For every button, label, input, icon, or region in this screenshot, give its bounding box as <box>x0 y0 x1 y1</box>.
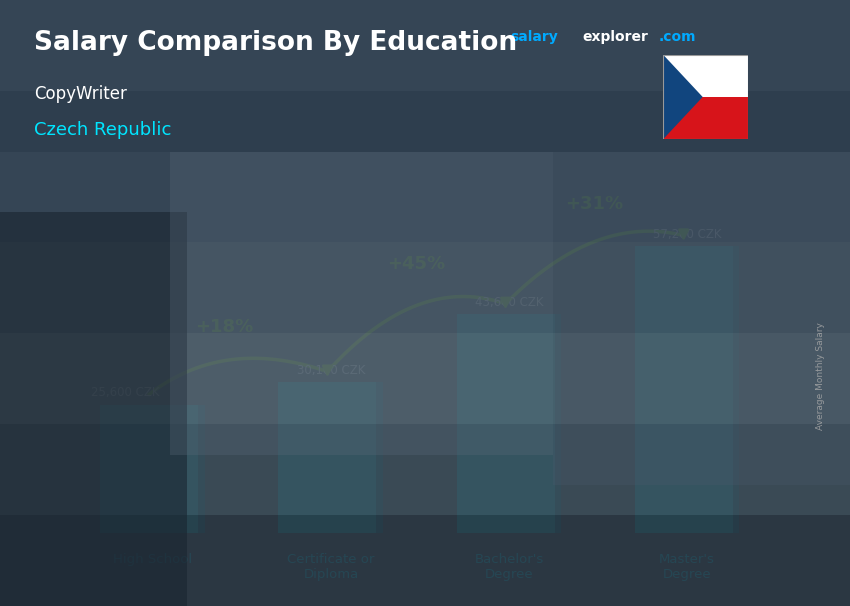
Text: Average Monthly Salary: Average Monthly Salary <box>816 322 824 430</box>
Bar <box>552 152 850 485</box>
Bar <box>0 152 850 242</box>
Bar <box>0 91 850 152</box>
Text: +31%: +31% <box>565 195 624 213</box>
Bar <box>170 152 552 454</box>
Bar <box>663 97 748 139</box>
Bar <box>0 424 850 515</box>
Polygon shape <box>663 55 703 139</box>
Bar <box>0 0 850 91</box>
Bar <box>0 212 187 606</box>
Text: explorer: explorer <box>582 30 648 44</box>
Bar <box>0 333 850 424</box>
Bar <box>733 246 740 533</box>
Bar <box>456 315 554 533</box>
Bar <box>554 315 561 533</box>
Text: 30,100 CZK: 30,100 CZK <box>297 364 365 377</box>
Bar <box>377 382 383 533</box>
Text: salary: salary <box>510 30 558 44</box>
Bar <box>0 242 850 333</box>
Bar <box>0 515 850 606</box>
Text: Master's
Degree: Master's Degree <box>659 553 715 581</box>
Text: 57,200 CZK: 57,200 CZK <box>653 228 722 241</box>
Bar <box>198 405 205 533</box>
Text: Certificate or
Diploma: Certificate or Diploma <box>287 553 375 581</box>
Text: .com: .com <box>659 30 696 44</box>
Bar <box>635 246 733 533</box>
Text: Czech Republic: Czech Republic <box>34 121 172 139</box>
Text: Salary Comparison By Education: Salary Comparison By Education <box>34 30 517 56</box>
Text: High School: High School <box>113 553 192 565</box>
Bar <box>663 55 748 97</box>
Bar <box>100 405 198 533</box>
Text: +45%: +45% <box>388 255 445 273</box>
Text: CopyWriter: CopyWriter <box>34 85 127 103</box>
Text: Bachelor's
Degree: Bachelor's Degree <box>474 553 544 581</box>
Text: 25,600 CZK: 25,600 CZK <box>92 387 160 399</box>
Bar <box>279 382 377 533</box>
Text: +18%: +18% <box>195 318 253 336</box>
Text: 43,600 CZK: 43,600 CZK <box>475 296 543 309</box>
